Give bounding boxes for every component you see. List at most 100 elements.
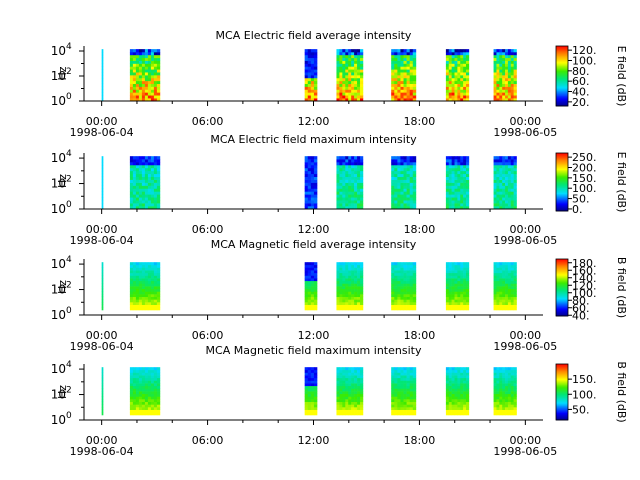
heatmap-cell <box>409 92 414 96</box>
heatmap-cell <box>351 272 355 276</box>
colorbar-swatch <box>556 380 568 382</box>
colorbar-swatch <box>556 153 568 155</box>
heatmap-cell <box>448 296 452 300</box>
heatmap-cell <box>307 372 312 376</box>
heatmap-cell <box>394 264 398 268</box>
heatmap-cell <box>499 57 503 61</box>
heatmap-cell <box>457 194 461 198</box>
colorbar-swatch <box>556 77 568 79</box>
heatmap-cell <box>505 375 509 379</box>
heatmap-cell <box>339 156 343 160</box>
heatmap-cell <box>412 286 417 290</box>
colorbar-swatch <box>556 48 568 51</box>
heatmap-cell <box>313 95 318 99</box>
heatmap-cell <box>463 291 467 295</box>
heatmap-cell <box>457 280 461 284</box>
colorbar-swatch <box>556 287 568 290</box>
heatmap-cell <box>394 367 398 371</box>
heatmap-cell <box>454 203 458 207</box>
heatmap-cell <box>451 391 455 395</box>
heatmap-cell <box>156 294 161 298</box>
heatmap-cell <box>354 98 358 102</box>
heatmap-cell <box>505 98 509 102</box>
heatmap-cell <box>156 412 161 416</box>
heatmap-cell <box>345 270 349 274</box>
heatmap-cell <box>101 275 104 279</box>
heatmap-cell <box>141 288 146 292</box>
heatmap-cell <box>445 83 450 87</box>
heatmap-cell <box>465 52 470 56</box>
colorbar-swatch <box>556 411 568 414</box>
heatmap-cell <box>505 272 509 276</box>
heatmap-cell <box>153 170 158 175</box>
heatmap-cell <box>448 367 452 371</box>
heatmap-cell <box>150 272 155 276</box>
heatmap-cell <box>138 185 143 189</box>
heatmap-cell <box>448 407 452 410</box>
heatmap-segment-5 <box>391 156 417 210</box>
heatmap-cell <box>147 296 152 300</box>
heatmap-cell <box>505 302 509 305</box>
heatmap-cell <box>342 262 346 266</box>
heatmap-cell <box>493 407 497 410</box>
heatmap-cell <box>493 52 497 56</box>
heatmap-cell <box>153 412 158 416</box>
heatmap-cell <box>448 200 452 204</box>
heatmap-cell <box>510 262 514 266</box>
colorbar-swatch <box>556 79 568 82</box>
heatmap-cell <box>307 95 312 99</box>
heatmap-cell <box>403 98 407 102</box>
heatmap-cell <box>132 72 137 76</box>
heatmap-cell <box>345 367 349 371</box>
colorbar-swatch <box>556 68 568 71</box>
heatmap-cell <box>345 393 349 397</box>
heatmap-cell <box>448 170 452 175</box>
heatmap-cell <box>510 383 514 387</box>
heatmap-cell <box>304 164 309 169</box>
heatmap-cell <box>465 75 470 79</box>
heatmap-cell <box>397 296 401 300</box>
heatmap-cell <box>463 156 467 160</box>
heatmap-cell <box>307 383 312 387</box>
heatmap-cell <box>156 407 161 410</box>
heatmap-cell <box>141 194 146 198</box>
heatmap-cell <box>499 267 503 271</box>
heatmap-cell <box>135 304 140 308</box>
heatmap-cell <box>342 95 346 99</box>
heatmap-cell <box>406 283 411 287</box>
heatmap-cell <box>336 412 340 416</box>
heatmap-cell <box>400 396 404 400</box>
colorbar-swatch <box>556 274 568 277</box>
heatmap-cell <box>391 179 395 183</box>
heatmap-cell <box>135 72 140 76</box>
heatmap-cell <box>101 167 104 172</box>
heatmap-cell <box>400 60 404 64</box>
heatmap-cell <box>412 380 417 384</box>
heatmap-cell <box>132 407 137 410</box>
heatmap-cell <box>406 188 411 192</box>
heatmap-cell <box>448 409 452 413</box>
heatmap-cell <box>502 60 506 64</box>
heatmap-cell <box>397 291 401 295</box>
heatmap-cell <box>463 188 467 192</box>
heatmap-cell <box>359 369 364 373</box>
heatmap-cell <box>409 176 414 180</box>
heatmap-cell <box>357 385 361 389</box>
colorbar-swatch <box>556 169 568 172</box>
x-date-label: 1998-06-05 <box>493 234 557 247</box>
heatmap-cell <box>445 369 450 373</box>
heatmap-cell <box>397 194 401 198</box>
colorbar-swatch <box>556 207 568 209</box>
heatmap-cell <box>510 267 514 271</box>
heatmap-cell <box>499 182 503 186</box>
heatmap-cell <box>465 95 470 99</box>
heatmap-cell <box>150 304 155 308</box>
heatmap-cell <box>307 83 312 87</box>
heatmap-cell <box>397 299 401 303</box>
heatmap-cell <box>348 197 352 201</box>
heatmap-cell <box>445 60 450 64</box>
heatmap-cell <box>510 275 514 279</box>
heatmap-cell <box>147 307 152 311</box>
heatmap-cell <box>451 173 455 178</box>
heatmap-cell <box>359 278 364 282</box>
